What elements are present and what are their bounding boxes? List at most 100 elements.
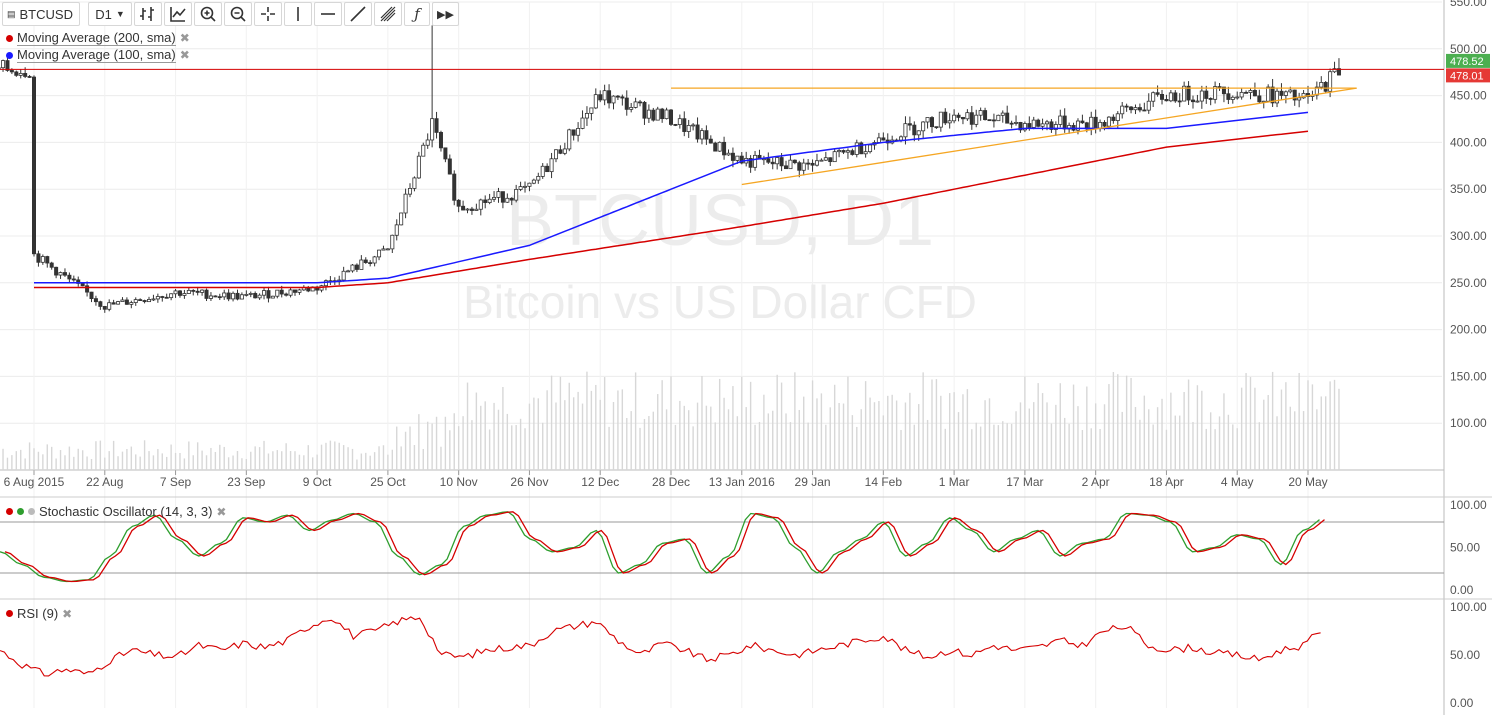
crosshair-button[interactable] — [254, 2, 282, 26]
indicator-icon — [170, 7, 186, 22]
candle-body — [1190, 99, 1195, 103]
vertical-line-button[interactable] — [284, 2, 312, 26]
candle-body — [775, 157, 780, 165]
timeframe-selector[interactable]: D1 ▼ — [88, 2, 132, 26]
candle-body — [354, 264, 359, 270]
candle-body — [974, 114, 979, 125]
candle-body — [598, 94, 603, 101]
trend-line-icon — [350, 6, 366, 22]
stoch-d-line — [4, 511, 1325, 583]
bar-type-button[interactable] — [134, 2, 162, 26]
candle-body — [562, 148, 567, 154]
candle-body — [275, 289, 280, 297]
stoch-y-tick-label: 0.00 — [1450, 583, 1474, 597]
candle-body — [620, 96, 625, 99]
zoom-out-button[interactable] — [224, 2, 252, 26]
candle-body — [726, 152, 731, 156]
candle-body — [523, 185, 528, 188]
close-icon[interactable]: ✖ — [62, 606, 73, 621]
candle-body — [934, 126, 939, 129]
trend-line-button[interactable] — [344, 2, 372, 26]
horizontal-line-button[interactable] — [314, 2, 342, 26]
stoch-red-dot — [6, 508, 13, 515]
function-button[interactable]: ƒ — [404, 2, 430, 26]
candle-body — [859, 142, 864, 155]
candle-body — [1120, 105, 1125, 115]
stochastic-label[interactable]: Stochastic Oscillator (14, 3, 3) — [39, 504, 213, 519]
legend-rsi: RSI (9) ✖ — [6, 606, 72, 621]
x-tick-label: 14 Feb — [865, 475, 903, 489]
candle-body — [363, 259, 368, 263]
fast-forward-icon: ▶▶ — [437, 8, 454, 21]
candle-body — [540, 165, 545, 177]
fibonacci-button[interactable] — [374, 2, 402, 26]
candle-body — [1332, 68, 1337, 73]
candle-body — [806, 162, 811, 165]
candle-body — [474, 208, 479, 211]
candle-body — [487, 198, 492, 203]
candle-body — [624, 97, 629, 110]
candle-body — [257, 294, 262, 299]
candle-body — [368, 262, 373, 264]
candle-body — [655, 108, 660, 121]
candle-body — [1137, 107, 1142, 111]
close-icon[interactable]: ✖ — [216, 504, 227, 519]
candle-body — [810, 162, 815, 166]
candles — [0, 25, 1341, 313]
y-tick-label: 550.00 — [1450, 0, 1487, 9]
candle-body — [403, 193, 408, 214]
candle-body — [1036, 119, 1041, 127]
zoom-in-button[interactable] — [194, 2, 222, 26]
candle-body — [938, 111, 943, 128]
candle-body — [903, 123, 908, 138]
candle-body — [828, 157, 833, 163]
candle-body — [1336, 68, 1341, 76]
ma100-color-dot — [6, 51, 13, 59]
candle-body — [394, 224, 399, 236]
candle-body — [947, 120, 952, 124]
candle-body — [67, 274, 72, 280]
candle-body — [1000, 112, 1005, 116]
symbol-selector[interactable]: ▤ BTCUSD — [2, 2, 80, 26]
candle-body — [1040, 123, 1045, 127]
price-badge — [1446, 53, 1490, 68]
candle-body — [792, 159, 797, 164]
candle-body — [704, 130, 709, 140]
candle-body — [819, 159, 824, 162]
candle-body — [753, 154, 758, 168]
candle-body — [1292, 89, 1297, 101]
candle-body — [1111, 116, 1116, 121]
candle-body — [1129, 106, 1134, 111]
candle-body — [372, 256, 377, 264]
candle-body — [248, 293, 253, 295]
ma100-label[interactable]: Moving Average (100, sma) — [17, 47, 176, 63]
indicators-button[interactable] — [164, 2, 192, 26]
close-icon[interactable]: ✖ — [179, 31, 190, 45]
candle-body — [837, 150, 842, 153]
close-icon[interactable]: ✖ — [179, 48, 190, 62]
candle-body — [1106, 116, 1111, 127]
timeframe-label: D1 — [95, 6, 112, 22]
candle-body — [208, 295, 213, 299]
candle-body — [412, 177, 417, 189]
candle-body — [956, 114, 961, 118]
candle-body — [1186, 85, 1191, 101]
ma200-line — [34, 130, 1309, 289]
candle-body — [1075, 120, 1080, 131]
candle-body — [1168, 92, 1173, 102]
y-tick-label: 150.00 — [1450, 369, 1487, 383]
rsi-label[interactable]: RSI (9) — [17, 606, 59, 621]
candle-body — [1213, 86, 1218, 100]
candle-body — [1177, 100, 1182, 103]
x-tick-label: 13 Jan 2016 — [709, 475, 775, 489]
candle-body — [567, 129, 572, 150]
fast-forward-button[interactable]: ▶▶ — [432, 2, 459, 26]
candle-body — [71, 278, 76, 281]
candle-body — [518, 186, 523, 190]
chevron-down-icon: ▼ — [115, 9, 125, 19]
x-tick-label: 28 Dec — [652, 475, 690, 489]
x-tick-label: 23 Sep — [227, 475, 265, 489]
candles-icon — [140, 7, 154, 21]
ma200-label[interactable]: Moving Average (200, sma) — [17, 30, 176, 46]
